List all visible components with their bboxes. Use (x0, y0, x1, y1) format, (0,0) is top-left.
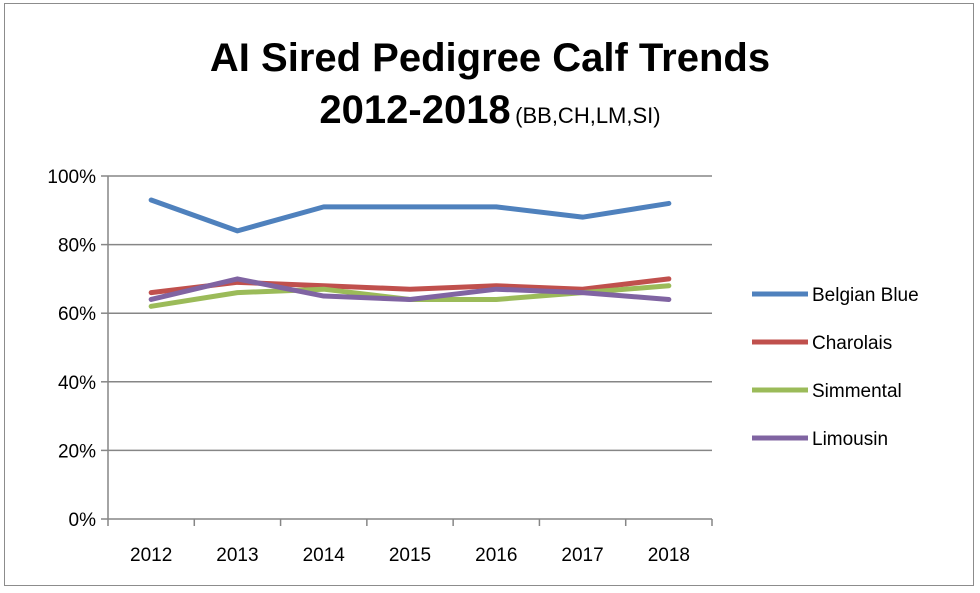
gridlines (108, 175, 712, 452)
x-tick-label: 2014 (303, 545, 346, 566)
x-tick-label: 2013 (216, 545, 258, 566)
chart-title-years: 2012-2018 (319, 88, 511, 132)
y-tick-label: 80% (58, 236, 96, 257)
chart-title: AI Sired Pedigree Calf Trends 2012-2018 … (0, 32, 980, 136)
y-tick-label: 20% (58, 441, 96, 462)
legend: Belgian Blue Charolais Simmental Limousin (752, 285, 919, 450)
chart-title-line1: AI Sired Pedigree Calf Trends (209, 36, 771, 80)
y-tick-label: 100% (47, 167, 96, 188)
series-line-belgian-blue (148, 197, 672, 234)
x-tick-label: 2015 (389, 545, 431, 566)
legend-label: Belgian Blue (812, 285, 919, 306)
legend-label: Simmental (812, 381, 902, 402)
chart-subtitle: (BB,CH,LM,SI) (515, 103, 661, 128)
x-tick-label: 2012 (130, 545, 172, 566)
series-lines (148, 197, 672, 309)
x-tick-label: 2017 (561, 545, 603, 566)
y-tick-label: 40% (58, 373, 96, 394)
series-line-charolais (148, 276, 672, 296)
legend-label: Limousin (812, 429, 888, 450)
x-tick-label: 2018 (648, 545, 690, 566)
legend-label: Charolais (812, 333, 892, 354)
y-tick-label: 0% (69, 510, 97, 531)
chart-title-line2: 2012-2018 (BB,CH,LM,SI) (0, 84, 980, 136)
x-tick-label: 2016 (475, 545, 517, 566)
axes: 0% 20% 40% 60% 80% 100% 2012 2013 2014 2015 2016 20… (47, 167, 713, 566)
y-tick-label: 60% (58, 304, 96, 325)
series-line-limousin (148, 276, 672, 302)
